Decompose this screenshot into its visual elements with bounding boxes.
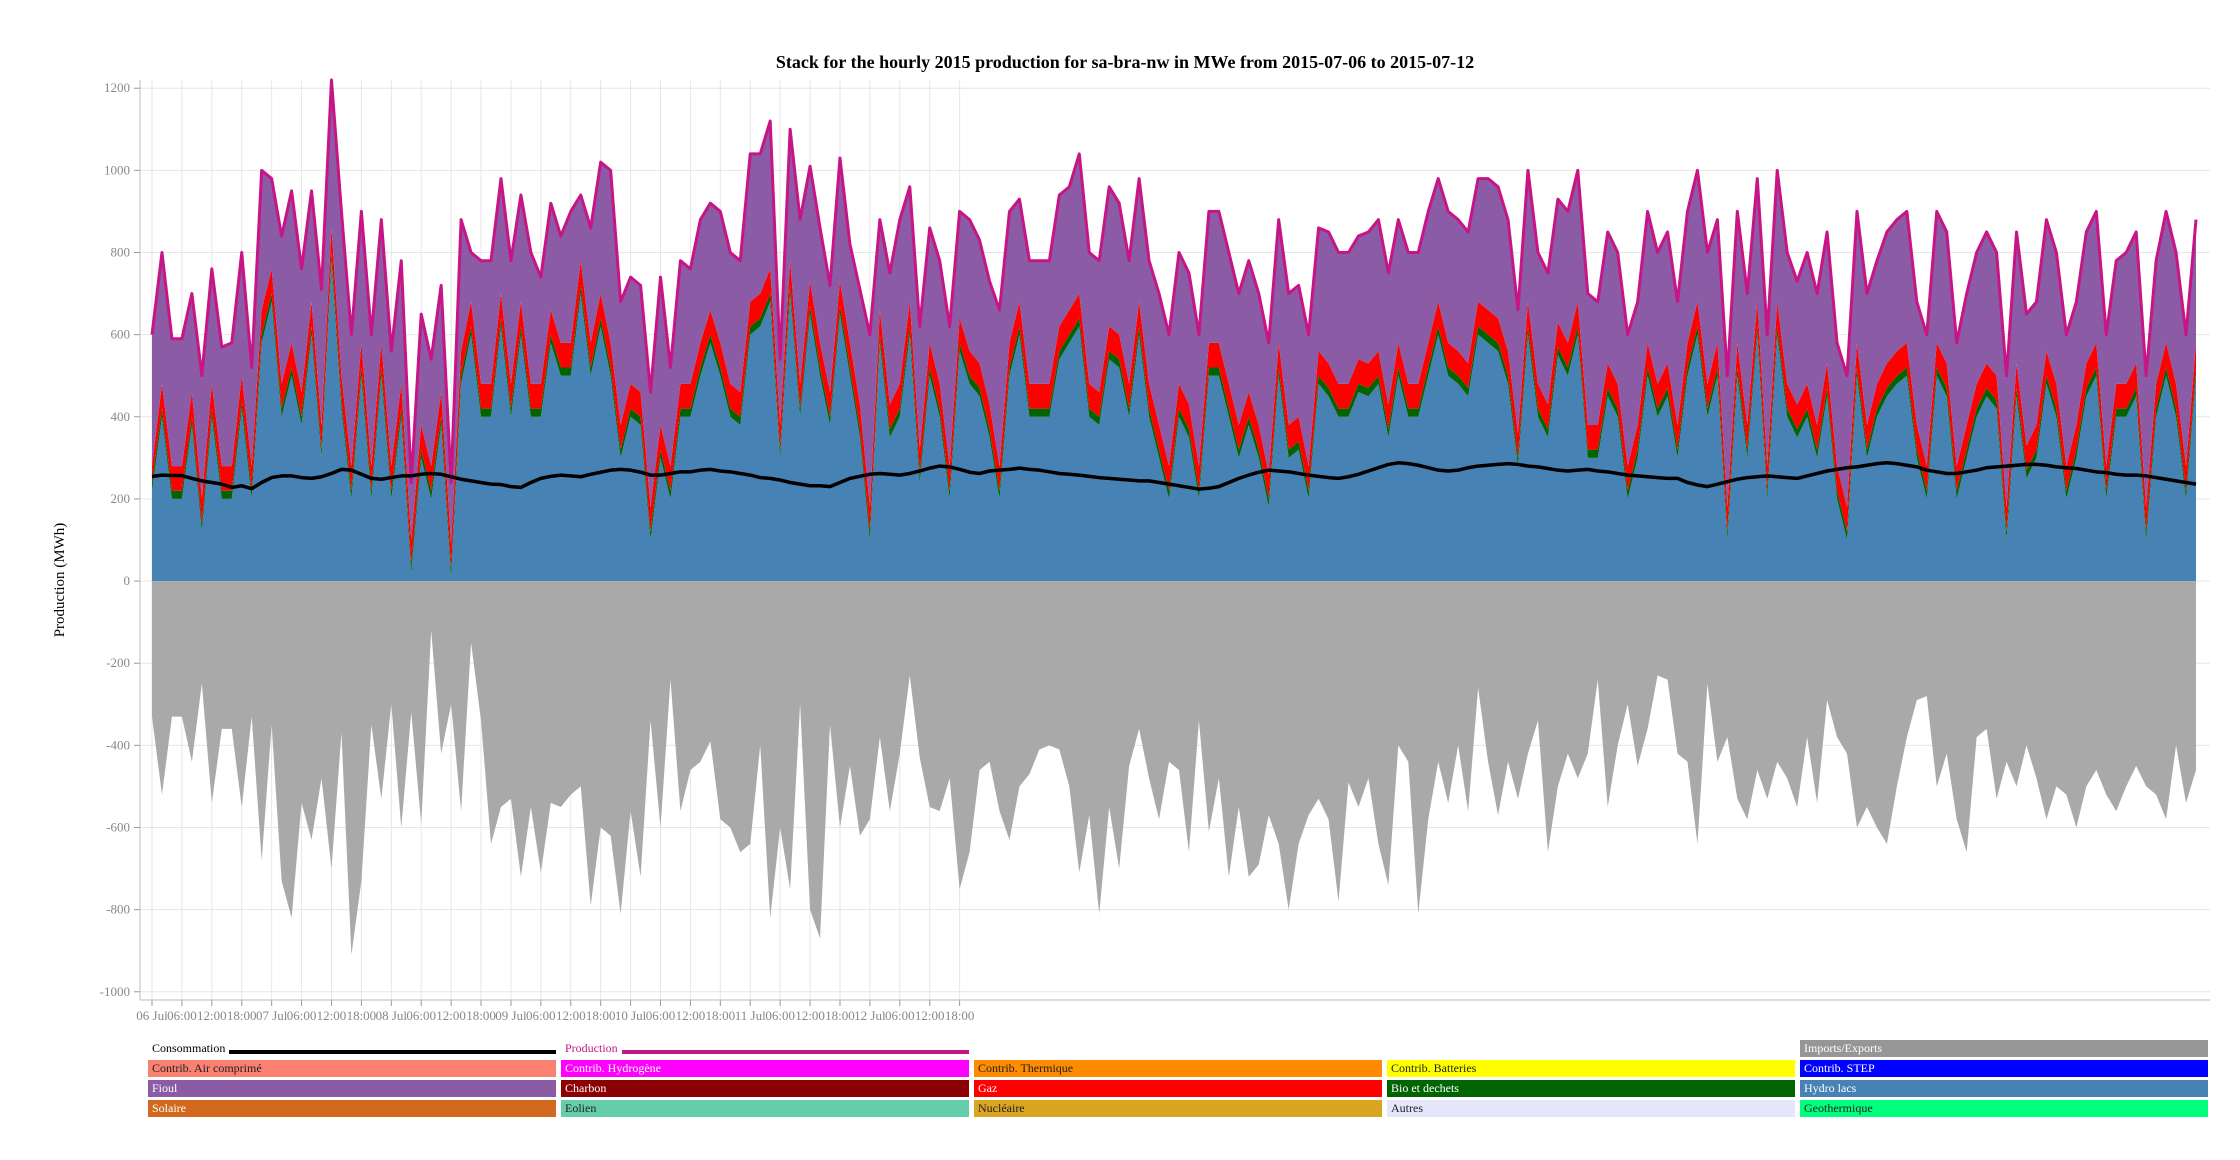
legend-item-contrib-batteries[interactable]: Contrib. Batteries <box>1387 1060 1795 1077</box>
legend-item-fioul[interactable]: Fioul <box>148 1080 556 1097</box>
legend-item-consommation[interactable]: Consommation <box>148 1040 556 1057</box>
chart-title: Stack for the hourly 2015 production for… <box>776 52 1474 72</box>
stacked-areas <box>152 80 2196 955</box>
legend-label: Charbon <box>565 1081 607 1095</box>
legend-item-contrib-air-comprim-[interactable]: Contrib. Air comprimé <box>148 1060 556 1077</box>
x-tick-label: 07 Jul <box>256 1008 288 1023</box>
x-tick-label: 18:00 <box>945 1008 975 1023</box>
x-tick-label: 12:00 <box>795 1008 825 1023</box>
legend-item-gaz[interactable]: Gaz <box>974 1080 1382 1097</box>
legend-item-nucl-aire[interactable]: Nucléaire <box>974 1100 1382 1117</box>
legend-label: Autres <box>1391 1101 1423 1115</box>
legend-label: Gaz <box>978 1081 998 1095</box>
legend-label: Bio et dechets <box>1391 1081 1459 1095</box>
x-tick-label: 12:00 <box>317 1008 347 1023</box>
y-tick-label: 600 <box>111 327 131 342</box>
area-imports-exports <box>152 581 2196 955</box>
legend-item-charbon[interactable]: Charbon <box>561 1080 969 1097</box>
x-tick-label: 06:00 <box>765 1008 795 1023</box>
legend-item-autres[interactable]: Autres <box>1387 1100 1795 1117</box>
legend-label: Contrib. Hydrogène <box>565 1061 661 1075</box>
legend-label: Imports/Exports <box>1804 1041 1882 1055</box>
x-tick-label: 06:00 <box>526 1008 556 1023</box>
y-axis-label: Production (MWh) <box>52 523 68 638</box>
legend-label: Eolien <box>565 1101 597 1115</box>
area-fioul <box>152 80 2196 545</box>
legend: Consommation Production Imports/Exports Con… <box>148 1040 2208 1152</box>
x-tick-label: 18:00 <box>347 1008 377 1023</box>
y-tick-label: 200 <box>111 491 131 506</box>
x-tick-label: 11 Jul <box>735 1008 766 1023</box>
area-bio-et-dechets <box>152 252 2196 577</box>
x-tick-label: 12:00 <box>676 1008 706 1023</box>
y-tick-label: -1000 <box>100 984 130 999</box>
x-tick-label: 06:00 <box>287 1008 317 1023</box>
area-gaz <box>152 227 2196 569</box>
x-tick-label: 12:00 <box>436 1008 466 1023</box>
x-tick-label: 18:00 <box>586 1008 616 1023</box>
x-tick-label: 10 Jul <box>615 1008 647 1023</box>
x-tick-label: 18:00 <box>227 1008 257 1023</box>
y-tick-label: -800 <box>106 902 130 917</box>
legend-label: Nucléaire <box>978 1101 1025 1115</box>
y-tick-label: -200 <box>106 655 130 670</box>
legend-item-geothermique[interactable]: Geothermique <box>1800 1100 2208 1117</box>
x-tick-label: 08 Jul <box>376 1008 408 1023</box>
legend-label: Contrib. Batteries <box>1391 1061 1477 1075</box>
area-hydro-lacs <box>152 260 2196 582</box>
legend-label: Production <box>565 1041 618 1055</box>
legend-line-swatch <box>622 1050 969 1054</box>
x-tick-label: 09 Jul <box>495 1008 527 1023</box>
legend-label: Consommation <box>152 1041 226 1055</box>
axes: 1200 1000 800 600 400 200 0 -200 -400 -600 -800 -10… <box>100 80 2210 1023</box>
x-tick-label: 18:00 <box>466 1008 496 1023</box>
y-tick-label: -600 <box>106 820 130 835</box>
legend-label: Contrib. Thermique <box>978 1061 1074 1075</box>
legend-label: Solaire <box>152 1101 186 1115</box>
x-tick-label: 12:00 <box>197 1008 227 1023</box>
legend-item-hydro-lacs[interactable]: Hydro lacs <box>1800 1080 2208 1097</box>
legend-label: Contrib. STEP <box>1804 1061 1875 1075</box>
x-tick-label: 06:00 <box>167 1008 197 1023</box>
legend-item-imports-exports[interactable]: Imports/Exports <box>1800 1040 2208 1057</box>
legend-label: Fioul <box>152 1081 178 1095</box>
legend-item-solaire[interactable]: Solaire <box>148 1100 556 1117</box>
legend-item-contrib-step[interactable]: Contrib. STEP <box>1800 1060 2208 1077</box>
legend-line-swatch <box>229 1050 556 1054</box>
x-tick-label: 06 Jul <box>136 1008 168 1023</box>
x-tick-label: 18:00 <box>825 1008 855 1023</box>
legend-item-production[interactable]: Production <box>561 1040 969 1057</box>
x-tick-label: 06:00 <box>646 1008 676 1023</box>
x-tick-label: 06:00 <box>406 1008 436 1023</box>
x-tick-label: 18:00 <box>706 1008 736 1023</box>
legend-item-contrib-thermique[interactable]: Contrib. Thermique <box>974 1060 1382 1077</box>
x-tick-label: 12:00 <box>556 1008 586 1023</box>
series-lines <box>150 78 2198 491</box>
consommation-line <box>151 461 2197 491</box>
y-tick-label: 1000 <box>104 162 130 177</box>
legend-label: Hydro lacs <box>1804 1081 1857 1095</box>
production-line <box>150 78 2198 484</box>
x-tick-label: 12:00 <box>915 1008 945 1023</box>
legend-item-bio-et-dechets[interactable]: Bio et dechets <box>1387 1080 1795 1097</box>
x-tick-label: 06:00 <box>885 1008 915 1023</box>
legend-item-contrib-hydrog-ne[interactable]: Contrib. Hydrogène <box>561 1060 969 1077</box>
legend-item-eolien[interactable]: Eolien <box>561 1100 969 1117</box>
legend-label: Contrib. Air comprimé <box>152 1061 262 1075</box>
y-tick-label: 1200 <box>104 80 130 95</box>
y-tick-label: -400 <box>106 737 130 752</box>
legend-label: Geothermique <box>1804 1101 1873 1115</box>
y-tick-label: 400 <box>111 409 131 424</box>
x-tick-label: 12 Jul <box>854 1008 886 1023</box>
y-tick-label: 800 <box>111 245 131 260</box>
y-tick-label: 0 <box>124 573 131 588</box>
